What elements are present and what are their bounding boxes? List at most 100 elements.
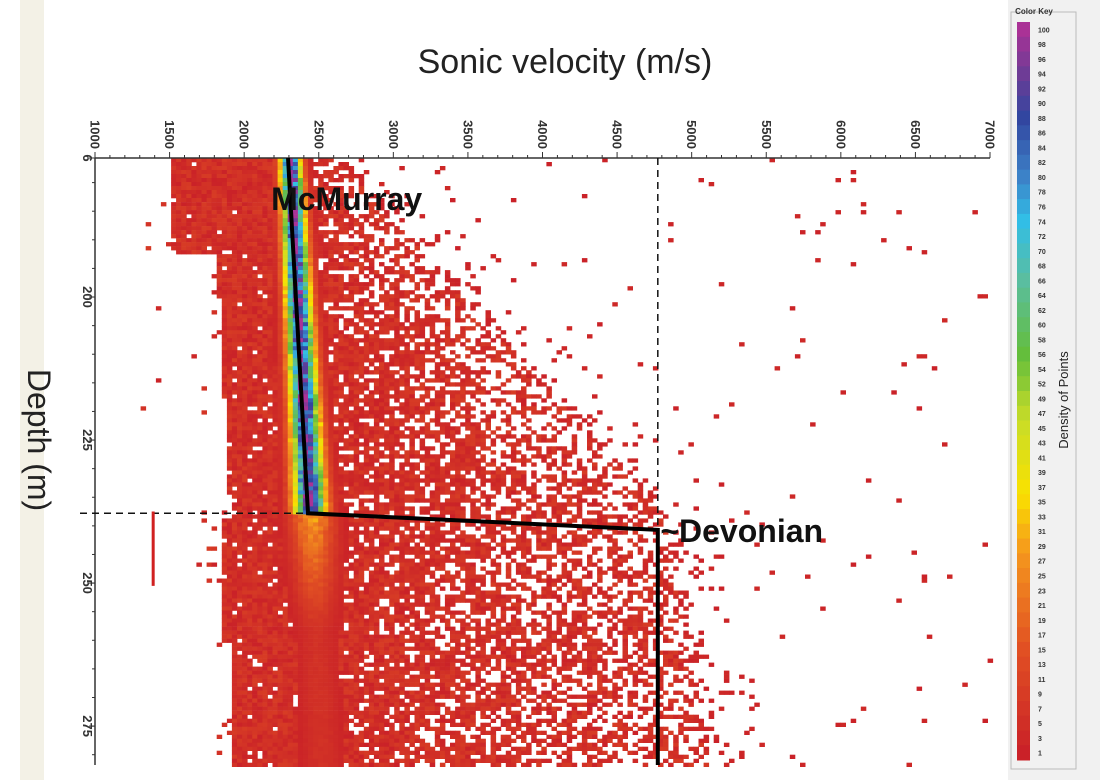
density-cell [323,170,329,175]
density-cell [358,242,365,247]
density-cell [267,462,273,467]
density-cell [252,430,258,435]
density-cell [231,294,238,299]
density-cell [465,450,471,455]
density-cell [632,478,639,483]
density-cell [373,434,380,439]
density-cell [272,354,278,359]
density-cell [247,346,253,351]
density-cell [647,494,654,499]
density-cell [287,346,294,351]
density-cell [226,158,233,163]
density-cell [292,370,299,375]
density-cell [561,458,568,463]
density-cell [328,374,334,379]
density-cell [318,298,324,303]
density-cell [272,490,278,495]
density-cell [510,470,517,475]
density-cell [333,414,339,419]
density-cell [358,190,365,195]
density-cell [262,426,268,431]
density-cell [353,486,360,491]
density-cell [373,458,380,463]
density-cell [257,462,263,467]
density-cell [363,346,370,351]
density-cell [521,342,527,347]
density-cell [399,454,405,459]
density-cell [754,542,760,547]
density-cell [475,398,481,403]
density-cell [216,198,223,203]
density-cell [647,498,654,503]
density-cell [247,390,253,395]
density-cell [206,234,213,239]
density-cell [292,562,299,567]
density-cell [343,414,349,419]
density-cell [262,254,268,259]
density-cell [460,382,466,387]
density-cell [333,554,339,559]
density-cell [338,254,344,259]
density-cell [292,210,299,215]
density-cell [282,554,289,559]
density-cell [282,474,289,479]
density-cell [373,474,380,479]
density-cell [455,502,461,507]
density-cell [252,270,258,275]
density-cell [318,194,324,199]
density-cell [338,402,344,407]
density-cell [531,474,537,479]
density-cell [257,254,263,259]
density-cell [338,498,344,503]
density-cell [399,518,405,523]
density-cell [500,478,507,483]
density-cell [262,558,268,563]
density-cell [313,382,319,387]
density-cell [399,474,405,479]
density-cell [368,238,375,243]
density-cell [394,378,400,383]
density-cell [541,502,547,507]
density-cell [328,382,334,387]
density-cell [439,486,446,491]
density-cell [561,494,568,499]
density-cell [343,410,349,415]
density-cell [353,526,360,531]
density-cell [252,158,258,163]
density-cell [424,534,431,539]
density-cell [272,174,278,179]
density-cell [379,338,385,343]
density-cell [439,386,446,391]
density-cell [465,402,471,407]
density-cells [140,158,994,767]
density-cell [216,178,223,183]
density-cell [267,558,273,563]
density-cell [455,294,461,299]
density-cell [348,194,355,199]
density-cell [566,462,573,467]
density-cell [363,550,370,555]
density-cell [292,490,299,495]
density-cell [252,526,258,531]
density-cell [328,298,334,303]
density-cell [592,486,598,491]
density-cell [231,310,238,315]
density-cell [272,402,278,407]
density-cell [389,410,395,415]
density-cell [237,238,243,243]
density-cell [581,258,588,263]
density-cell [455,302,461,307]
density-cell [297,166,304,171]
density-cell [323,418,329,423]
density-cell [247,310,253,315]
density-cell [500,358,507,363]
density-cell [379,254,385,259]
density-cell [470,506,476,511]
density-cell [414,350,420,355]
density-cell [226,454,233,459]
density-cell [338,178,344,183]
density-cell [242,222,248,227]
density-cell [409,454,415,459]
density-cell [348,274,355,279]
density-cell [277,222,284,227]
